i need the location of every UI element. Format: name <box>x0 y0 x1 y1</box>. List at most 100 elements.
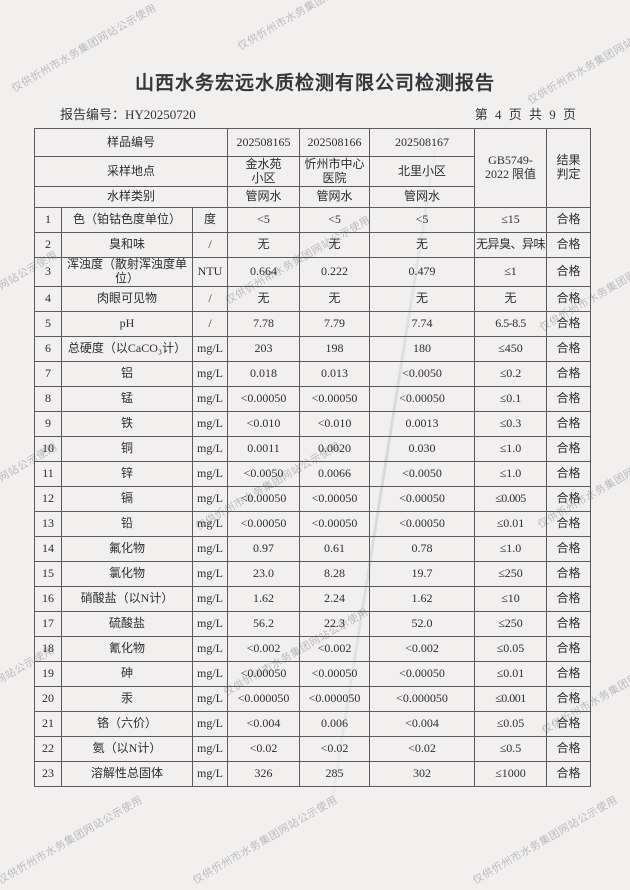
sample3-value-cell: <0.002 <box>369 635 476 662</box>
sample3-value-cell: <0.00050 <box>369 510 476 537</box>
sample2-value-cell: 无 <box>299 285 371 312</box>
unit-cell: mg/L <box>191 735 229 762</box>
row-number-cell: 9 <box>34 410 62 437</box>
sample3-value-cell: <5 <box>369 207 476 233</box>
row-number-cell: 21 <box>34 710 62 737</box>
sample1-value-cell: <0.000050 <box>227 685 301 712</box>
sample1-value-cell: <0.002 <box>227 635 301 662</box>
watermark-text: 仅供忻州市水务集团网站公示使用 <box>470 793 620 887</box>
limit-cell: 无异臭、异味 <box>474 232 548 258</box>
sample2-value-cell: 0.61 <box>299 535 371 562</box>
sample3-value-cell: 0.78 <box>369 535 476 562</box>
table-row: 6 总硬度（以CaCO₃计） mg/L 203 198 180 ≤450 合格 <box>34 335 592 362</box>
header-sample-id-1: 202508165 <box>227 128 301 157</box>
result-cell: 合格 <box>546 635 592 662</box>
unit-cell: mg/L <box>191 410 229 437</box>
result-cell: 合格 <box>546 685 592 712</box>
row-number-cell: 12 <box>34 485 62 512</box>
sample1-value-cell: <5 <box>227 207 301 233</box>
sample1-value-cell: <0.010 <box>227 410 301 437</box>
sample2-value-cell: <0.00050 <box>299 385 371 412</box>
row-number-cell: 19 <box>34 660 62 687</box>
sample2-value-cell: 0.013 <box>299 360 371 387</box>
header-limit: GB5749- 2022 限值 <box>474 128 548 208</box>
sample1-value-cell: 1.62 <box>227 585 301 612</box>
table-row: 9 铁 mg/L <0.010 <0.010 0.0013 ≤0.3 合格 <box>34 410 592 437</box>
unit-cell: mg/L <box>191 435 229 462</box>
sample3-value-cell: 52.0 <box>369 610 476 637</box>
limit-cell: ≤1.0 <box>474 435 548 462</box>
row-number-cell: 7 <box>34 360 62 387</box>
row-number-cell: 20 <box>34 685 62 712</box>
result-cell: 合格 <box>546 560 592 587</box>
unit-cell: mg/L <box>191 385 229 412</box>
unit-cell: mg/L <box>191 760 229 787</box>
table-row: 10 铜 mg/L 0.0011 0.0020 0.030 ≤1.0 合格 <box>34 435 592 462</box>
limit-cell: ≤1.0 <box>474 535 548 562</box>
unit-cell: 度 <box>191 207 229 233</box>
limit-cell: ≤0.01 <box>474 660 548 687</box>
result-cell: 合格 <box>546 410 592 437</box>
limit-cell: ≤0.5 <box>474 735 548 762</box>
sample2-value-cell: 无 <box>299 232 371 258</box>
parameter-name-cell: 汞 <box>61 685 193 712</box>
parameter-name-cell: 浑浊度（散射浑浊度单位） <box>61 257 193 287</box>
sample3-value-cell: 0.0013 <box>369 410 476 437</box>
limit-cell: ≤0.005 <box>474 485 548 512</box>
unit-cell: NTU <box>191 257 229 287</box>
sample3-value-cell: <0.0050 <box>369 460 476 487</box>
unit-cell: mg/L <box>191 535 229 562</box>
sample3-value-cell: 0.030 <box>369 435 476 462</box>
sample1-value-cell: 7.78 <box>227 310 301 337</box>
sample2-value-cell: <0.00050 <box>299 660 371 687</box>
table-row: 14 氟化物 mg/L 0.97 0.61 0.78 ≤1.0 合格 <box>34 535 592 562</box>
table-row: 15 氯化物 mg/L 23.0 8.28 19.7 ≤250 合格 <box>34 560 592 587</box>
sample3-value-cell: 1.62 <box>369 585 476 612</box>
limit-cell: ≤1000 <box>474 760 548 787</box>
page-indicator: 第 4 页 共 9 页 <box>474 107 578 122</box>
row-number-cell: 16 <box>34 585 62 612</box>
parameter-name-cell: 铜 <box>61 435 193 462</box>
sample1-value-cell: 0.664 <box>227 257 301 287</box>
sample2-value-cell: <0.000050 <box>299 685 371 712</box>
parameter-name-cell: 镉 <box>61 485 193 512</box>
result-cell: 合格 <box>546 310 592 337</box>
result-cell: 合格 <box>546 385 592 412</box>
sample3-value-cell: <0.00050 <box>369 660 476 687</box>
unit-cell: mg/L <box>191 660 229 687</box>
result-cell: 合格 <box>546 535 592 562</box>
parameter-name-cell: 铝 <box>61 360 193 387</box>
parameter-name-cell: 臭和味 <box>61 232 193 258</box>
result-cell: 合格 <box>546 285 592 312</box>
row-number-cell: 14 <box>34 535 62 562</box>
row-number-cell: 17 <box>34 610 62 637</box>
header-location-2: 忻州市中心 医院 <box>299 156 371 187</box>
limit-cell: ≤0.001 <box>474 685 548 712</box>
header-location-label: 采样地点 <box>33 156 229 187</box>
unit-cell: mg/L <box>191 685 229 712</box>
parameter-name-cell: 硝酸盐（以N计） <box>61 585 193 612</box>
limit-cell: ≤0.2 <box>474 360 548 387</box>
header-type-2: 管网水 <box>299 186 371 208</box>
limit-cell: ≤0.05 <box>474 635 548 662</box>
parameter-name-cell: 锌 <box>61 460 193 487</box>
sample3-value-cell: 7.74 <box>369 310 476 337</box>
report-meta-row: 报告编号：HY20250720 第 4 页 共 9 页 <box>60 104 578 123</box>
row-number-cell: 3 <box>34 257 62 287</box>
sample2-value-cell: 0.0066 <box>299 460 371 487</box>
parameter-name-cell: 砷 <box>61 660 193 687</box>
row-number-cell: 22 <box>34 735 62 762</box>
report-title: 山西水务宏远水质检测有限公司检测报告 <box>134 73 495 94</box>
unit-cell: mg/L <box>191 710 229 737</box>
parameter-name-cell: 肉眼可见物 <box>61 285 193 312</box>
unit-cell: mg/L <box>191 335 229 362</box>
parameter-name-cell: 氟化物 <box>61 535 193 562</box>
sample3-value-cell: 180 <box>369 335 476 362</box>
sample1-value-cell: 无 <box>227 285 301 312</box>
limit-cell: ≤0.05 <box>474 710 548 737</box>
sample1-value-cell: <0.0050 <box>227 460 301 487</box>
row-number-cell: 5 <box>34 310 62 337</box>
sample3-value-cell: <0.00050 <box>369 385 476 412</box>
result-cell: 合格 <box>546 735 592 762</box>
result-cell: 合格 <box>546 585 592 612</box>
